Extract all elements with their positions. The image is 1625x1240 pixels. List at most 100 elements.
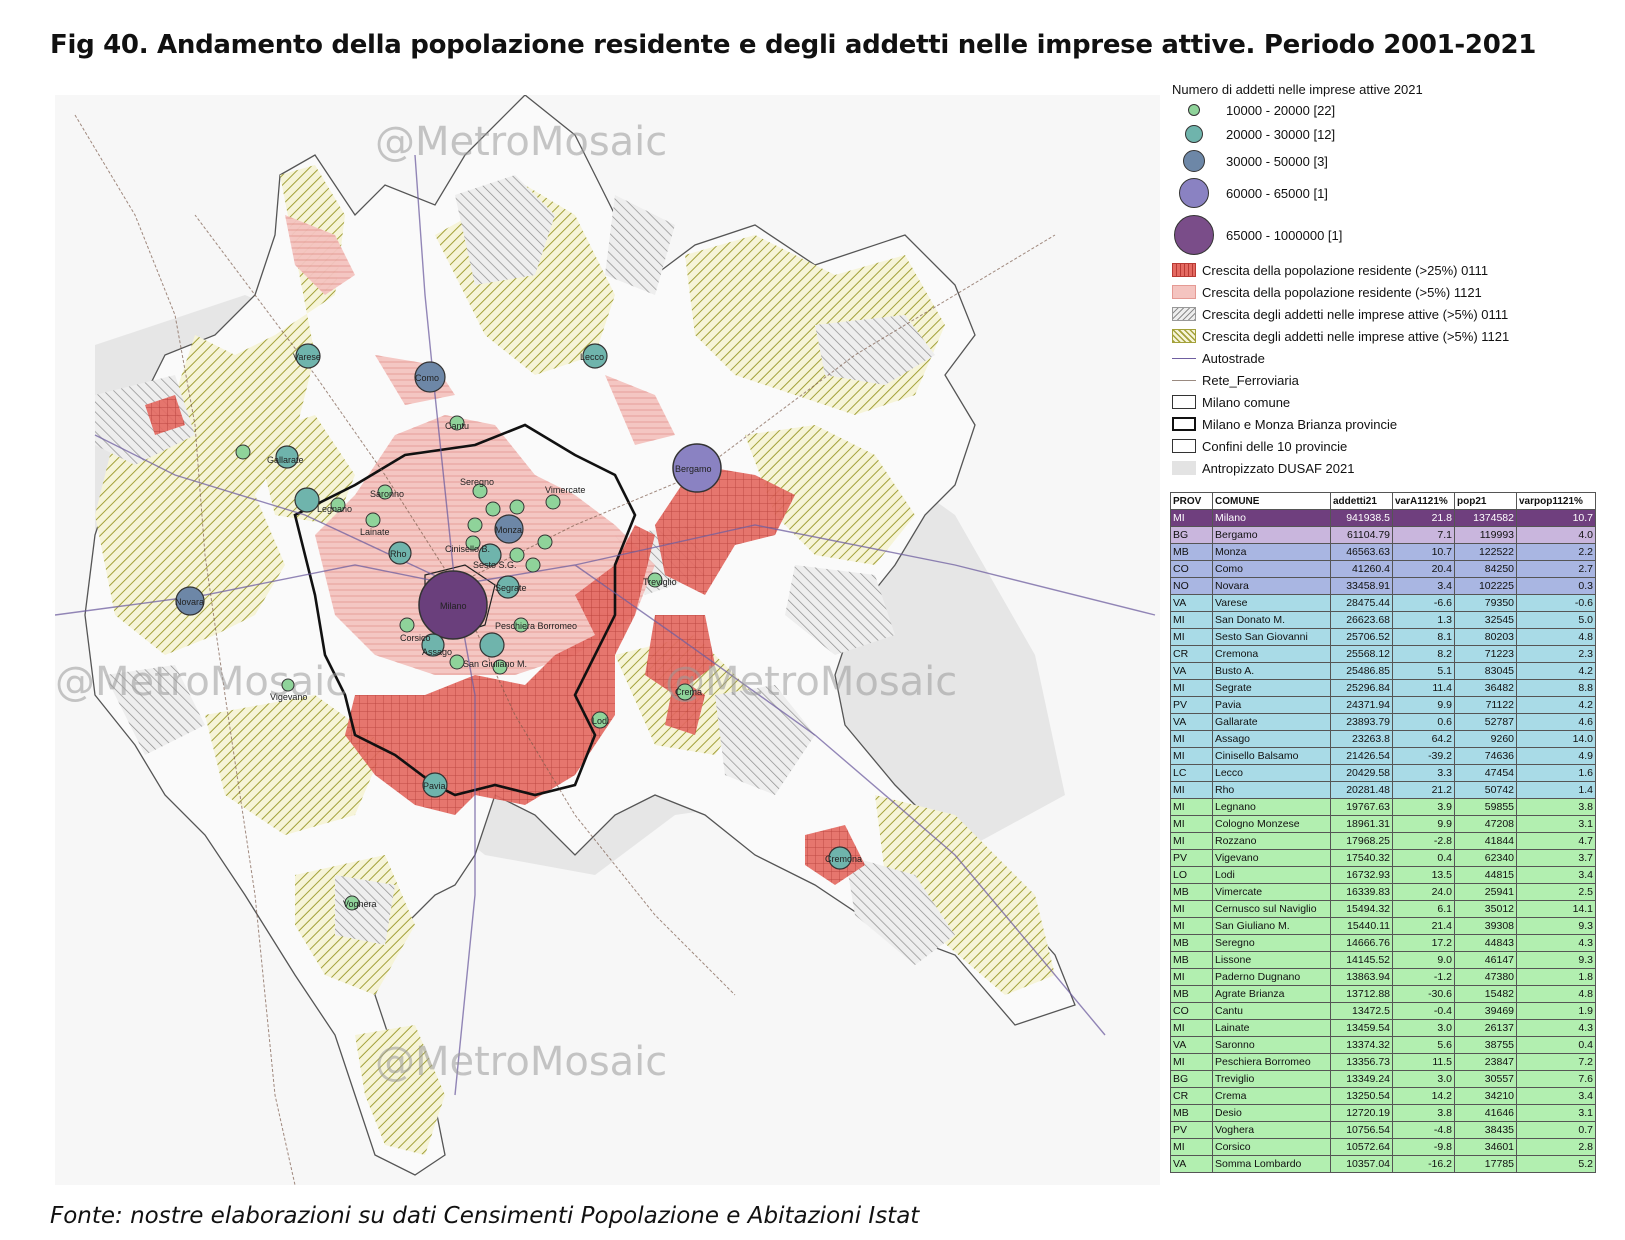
table-cell-comune: Varese: [1212, 594, 1331, 612]
table-cell-addetti21: 10357.04: [1330, 1155, 1393, 1173]
table-cell-pop21: 36482: [1454, 679, 1517, 697]
table-cell-pop21: 15482: [1454, 985, 1517, 1003]
city-circle-como[interactable]: [414, 361, 446, 393]
legend-label: Confini delle 10 provincie: [1202, 438, 1348, 454]
city-circle-corsico[interactable]: [399, 617, 415, 633]
road-network: [55, 154, 1156, 1096]
city-circle-saronno[interactable]: [377, 484, 393, 500]
table-cell-prov: MI: [1170, 611, 1213, 629]
table-cell-addetti21: 41260.4: [1330, 560, 1393, 578]
city-circle-lainate[interactable]: [365, 512, 381, 528]
city-circle-cantu[interactable]: [449, 415, 465, 431]
table-cell-pop21: 83045: [1454, 662, 1517, 680]
table-cell-comune: Lainate: [1212, 1019, 1331, 1037]
table-cell-pop21: 62340: [1454, 849, 1517, 867]
legend-circle-icon: [1185, 125, 1203, 143]
table-cell-varA: 10.7: [1392, 543, 1455, 561]
city-circle-crema[interactable]: [676, 683, 694, 701]
map-label: Cinisello B.: [445, 544, 490, 554]
table-cell-varpop: -0.6: [1516, 594, 1596, 612]
table-cell-varA: 24.0: [1392, 883, 1455, 901]
table-cell-varpop: 4.3: [1516, 934, 1596, 952]
legend-label: Crescita della popolazione residente (>2…: [1202, 262, 1489, 278]
legend-swatch: [1172, 461, 1196, 475]
city-circle-novara[interactable]: [175, 586, 205, 616]
data-table-panel: PROV COMUNE addetti21 varA1121% pop21 va…: [1170, 492, 1596, 1173]
city-circle-somma[interactable]: [235, 444, 251, 460]
map-label: Pavia: [423, 781, 446, 791]
table-cell-pop21: 47208: [1454, 815, 1517, 833]
watermark-left: @MetroMosaic: [55, 659, 347, 705]
city-circle-peschiera[interactable]: [513, 617, 529, 633]
table-cell-varA: 0.4: [1392, 849, 1455, 867]
table-cell-varpop: 4.8: [1516, 628, 1596, 646]
city-circle-treviglio[interactable]: [647, 572, 663, 588]
table-cell-comune: Rozzano: [1212, 832, 1331, 850]
city-circle-san-giuliano[interactable]: [492, 659, 508, 675]
table-cell-varA: 21.4: [1392, 917, 1455, 935]
city-circle-lecco[interactable]: [582, 343, 608, 369]
map-label: Lodi: [592, 716, 609, 726]
city-circle-san-donato[interactable]: [479, 632, 505, 658]
city-circle-rozzano[interactable]: [449, 654, 465, 670]
table-cell-prov: MB: [1170, 951, 1213, 969]
table-cell-comune: Cremona: [1212, 645, 1331, 663]
table-cell-addetti21: 15440.11: [1330, 917, 1393, 935]
city-circle-cremona[interactable]: [828, 846, 852, 870]
city-circle-paderno[interactable]: [465, 535, 481, 551]
table-cell-varpop: 4.2: [1516, 696, 1596, 714]
city-circle-pavia[interactable]: [422, 772, 448, 798]
table-cell-pop21: 35012: [1454, 900, 1517, 918]
table-cell-comune: Gallarate: [1212, 713, 1331, 731]
city-circle-vigevano[interactable]: [281, 678, 295, 692]
legend-swatch: [1172, 285, 1196, 299]
city-circle-rho[interactable]: [388, 541, 412, 565]
city-circle-segrate[interactable]: [496, 575, 520, 599]
table-cell-pop21: 23847: [1454, 1053, 1517, 1071]
legend-layer-2: Crescita della popolazione residente (>5…: [1172, 281, 1592, 303]
city-circle-seregno[interactable]: [472, 483, 488, 499]
city-circle-cernusco[interactable]: [525, 557, 541, 573]
table-cell-varpop: 3.8: [1516, 798, 1596, 816]
city-circle-lissone[interactable]: [509, 499, 525, 515]
table-cell-pop21: 79350: [1454, 594, 1517, 612]
city-circle-milano[interactable]: [418, 570, 488, 640]
table-cell-varpop: 3.4: [1516, 1087, 1596, 1105]
city-circle-cologno[interactable]: [509, 547, 525, 563]
table-cell-addetti21: 13472.5: [1330, 1002, 1393, 1020]
table-cell-pop21: 39469: [1454, 1002, 1517, 1020]
table-cell-pop21: 34601: [1454, 1138, 1517, 1156]
table-cell-comune: Crema: [1212, 1087, 1331, 1105]
city-circle-sesto[interactable]: [478, 543, 502, 567]
city-circle-cinisello[interactable]: [467, 517, 483, 533]
table-cell-varA: 20.4: [1392, 560, 1455, 578]
city-circle-monza[interactable]: [494, 514, 524, 544]
table-cell-varA: -30.6: [1392, 985, 1455, 1003]
table-row: MI Cinisello Balsamo 21426.54 -39.2 74636 4.9: [1170, 747, 1596, 765]
legend-layer-8: Milano e Monza Brianza provincie: [1172, 413, 1592, 435]
table-cell-prov: VA: [1170, 662, 1213, 680]
city-circle-vimercate[interactable]: [545, 494, 561, 510]
city-circle-desio[interactable]: [485, 501, 501, 517]
city-circle-assago[interactable]: [421, 633, 445, 657]
table-cell-varA: -4.8: [1392, 1121, 1455, 1139]
city-circle-lodi[interactable]: [591, 711, 609, 729]
city-circle-busto[interactable]: [294, 487, 320, 513]
city-circle-agrate[interactable]: [537, 534, 553, 550]
table-cell-prov: CR: [1170, 1087, 1213, 1105]
city-circle-legnano[interactable]: [330, 497, 346, 513]
table-cell-comune: Sesto San Giovanni: [1212, 628, 1331, 646]
table-cell-addetti21: 14145.52: [1330, 951, 1393, 969]
table-cell-varpop: 4.7: [1516, 832, 1596, 850]
table-cell-prov: MI: [1170, 1019, 1213, 1037]
city-circle-varese[interactable]: [295, 343, 321, 369]
table-cell-addetti21: 13459.54: [1330, 1019, 1393, 1037]
table-cell-addetti21: 18961.31: [1330, 815, 1393, 833]
city-circle-gallarate[interactable]: [275, 445, 299, 469]
table-row: VA Busto A. 25486.85 5.1 83045 4.2: [1170, 662, 1596, 680]
map-label: Cantu: [445, 421, 469, 431]
city-circle-voghera[interactable]: [344, 895, 360, 911]
table-cell-comune: Bergamo: [1212, 526, 1331, 544]
city-circle-bergamo[interactable]: [672, 443, 722, 493]
table-row: CO Como 41260.4 20.4 84250 2.7: [1170, 560, 1596, 578]
